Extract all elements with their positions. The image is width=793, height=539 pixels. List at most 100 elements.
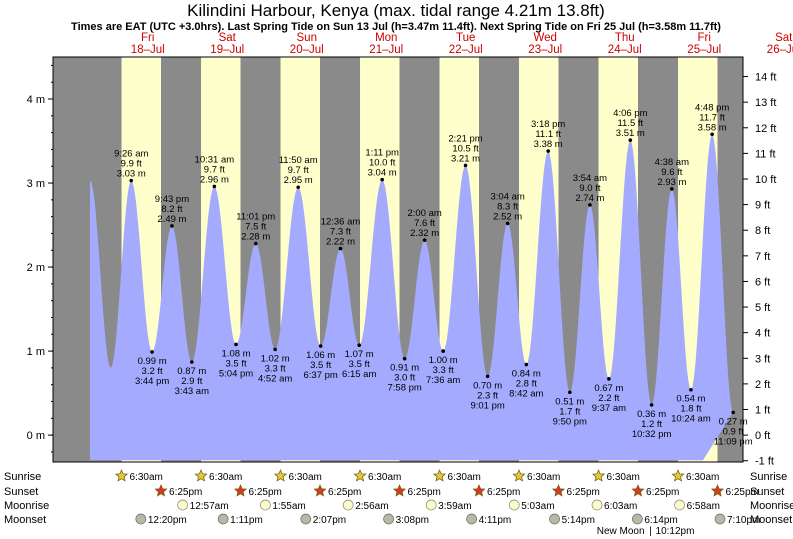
- moonset-time: 6:14pm: [644, 515, 677, 526]
- low-tide-meters: 0.54 m: [676, 394, 705, 405]
- low-tide-point: [234, 342, 238, 347]
- chart-title: Kilindini Harbour, Kenya (max. tidal ran…: [187, 1, 605, 20]
- day-date-label: 19–Jul: [210, 44, 244, 56]
- chart-subtitle: Times are EAT (UTC +3.0hrs). Last Spring…: [71, 21, 721, 33]
- high-tide-feet: 11.7 ft: [699, 112, 725, 123]
- high-tide-meters: 3.51 m: [616, 128, 645, 139]
- y-right-tick-label: 9 ft: [755, 200, 770, 212]
- y-right-tick-label: 3 ft: [755, 353, 770, 365]
- day-date-label: 23–Jul: [528, 44, 562, 56]
- low-tide-meters: 1.08 m: [222, 348, 251, 359]
- sunrise-icon: [114, 469, 129, 482]
- moonset-icon: [466, 513, 477, 525]
- moonrise-time: 12:57am: [190, 501, 229, 512]
- moonrise-icon: [674, 499, 685, 511]
- high-tide-point: [338, 246, 343, 251]
- moonset-time: 1:11pm: [230, 515, 263, 526]
- high-tide-time: 1:11 pm: [365, 148, 399, 159]
- tide-area: [90, 134, 734, 461]
- moonset-icon: [383, 513, 394, 525]
- sunset-time: 6:25pm: [646, 487, 679, 498]
- day-weekday-label: Tue: [456, 32, 475, 44]
- high-tide-meters: 2.28 m: [241, 232, 270, 243]
- high-tide-feet: 10.0 ft: [369, 158, 396, 169]
- sunset-row-label-right: Sunset: [750, 486, 784, 498]
- high-tide-meters: 3.38 m: [534, 139, 563, 150]
- sunset-time: 6:25pm: [487, 487, 520, 498]
- day-weekday-label: Fri: [141, 32, 154, 44]
- moonset-icon: [300, 513, 312, 525]
- low-tide-meters: 1.00 m: [429, 355, 458, 366]
- sunrise-time: 6:30am: [209, 472, 242, 483]
- y-right-tick-label: 10 ft: [755, 174, 776, 186]
- high-tide-feet: 8.2 ft: [161, 204, 182, 215]
- day-date-label: 24–Jul: [608, 44, 642, 56]
- low-tide-meters: 0.87 m: [177, 366, 206, 377]
- high-tide-feet: 7.3 ft: [330, 227, 351, 238]
- moon-phase-time: 10:12pm: [656, 526, 695, 537]
- high-tide-meters: 3.03 m: [117, 169, 146, 180]
- high-tide-meters: 2.52 m: [493, 211, 522, 222]
- low-tide-point: [402, 356, 407, 361]
- sunset-icon: [313, 484, 327, 497]
- moonset-icon: [632, 513, 643, 525]
- low-tide-time: 7:36 am: [426, 375, 460, 386]
- y-right-tick-label: 2 ft: [755, 379, 770, 391]
- low-tide-feet: 2.2 ft: [598, 393, 619, 404]
- day-weekday-label: Sat: [219, 32, 237, 44]
- astro-rows: Sunrise Sunrise Sunset Sunset Moonrise Moonri…: [4, 469, 793, 537]
- sunrise-icon: [591, 469, 606, 482]
- moonset-time: 2:07pm: [313, 515, 346, 526]
- low-tide-time: 3:44 pm: [135, 376, 169, 387]
- sunrise-icon: [194, 469, 208, 482]
- moonrise-icon: [591, 499, 603, 511]
- low-tide-meters: 1.06 m: [306, 350, 335, 361]
- y-right-tick-label: 5 ft: [755, 302, 770, 314]
- high-tide-feet: 11.1 ft: [535, 129, 561, 140]
- low-tide-time: 7:58 pm: [387, 383, 421, 394]
- low-tide-point: [731, 410, 735, 415]
- y-right-tick-label: 6 ft: [755, 276, 770, 288]
- tide-events: 9:26 am9.9 ft3.03 m 0.99 m3.2 ft3:44 pm 9:…: [114, 102, 753, 447]
- sunrise-time: 6:30am: [527, 472, 560, 483]
- sunrise-icon: [353, 469, 367, 482]
- day-weekday-label: Fri: [698, 32, 711, 44]
- low-tide-time: 3:43 am: [175, 386, 209, 397]
- sunset-time: 6:25pm: [249, 487, 282, 498]
- moonrise-time: 2:56am: [355, 501, 388, 512]
- high-tide-meters: 2.74 m: [575, 193, 604, 204]
- low-tide-point: [485, 374, 490, 379]
- high-tide-feet: 8.3 ft: [497, 201, 518, 212]
- day-date-label: 25–Jul: [687, 44, 721, 56]
- low-tide-time: 9:37 am: [592, 403, 626, 414]
- low-tide-feet: 1.7 ft: [559, 406, 580, 417]
- high-tide-time: 9:43 pm: [155, 194, 189, 205]
- day-date-label: 20–Jul: [290, 44, 324, 56]
- day-date-label: 26–Jul: [767, 44, 793, 56]
- day-date-label: 18–Jul: [131, 44, 165, 56]
- high-tide-time: 4:06 pm: [613, 108, 647, 119]
- high-tide-feet: 9.6 ft: [661, 167, 682, 178]
- moonrise-time: 1:55am: [272, 501, 305, 512]
- low-tide-meters: 1.02 m: [261, 353, 290, 364]
- sunrise-row-label-left: Sunrise: [4, 471, 41, 483]
- high-tide-meters: 2.49 m: [157, 214, 186, 225]
- sunset-row-label-left: Sunset: [4, 486, 38, 498]
- sunrise-time: 6:30am: [130, 472, 163, 483]
- sunset-time: 6:25pm: [726, 487, 759, 498]
- sunset-time: 6:25pm: [328, 487, 361, 498]
- sunset-icon: [551, 484, 566, 497]
- y-right-tick-label: 13 ft: [755, 97, 776, 109]
- moonrise-row-label-left: Moonrise: [4, 500, 49, 512]
- high-tide-meters: 2.22 m: [326, 237, 355, 248]
- sunset-time: 6:25pm: [169, 487, 202, 498]
- low-tide-meters: 0.51 m: [555, 396, 584, 407]
- low-tide-meters: 0.67 m: [594, 383, 623, 394]
- moonset-icon: [135, 513, 147, 525]
- high-tide-point: [170, 224, 174, 228]
- low-tide-time: 9:50 pm: [553, 416, 587, 427]
- high-tide-time: 11:01 pm: [236, 212, 275, 223]
- sunrise-icon: [432, 469, 447, 482]
- high-tide-time: 4:38 am: [655, 157, 689, 168]
- sunrise-time: 6:30am: [448, 472, 481, 483]
